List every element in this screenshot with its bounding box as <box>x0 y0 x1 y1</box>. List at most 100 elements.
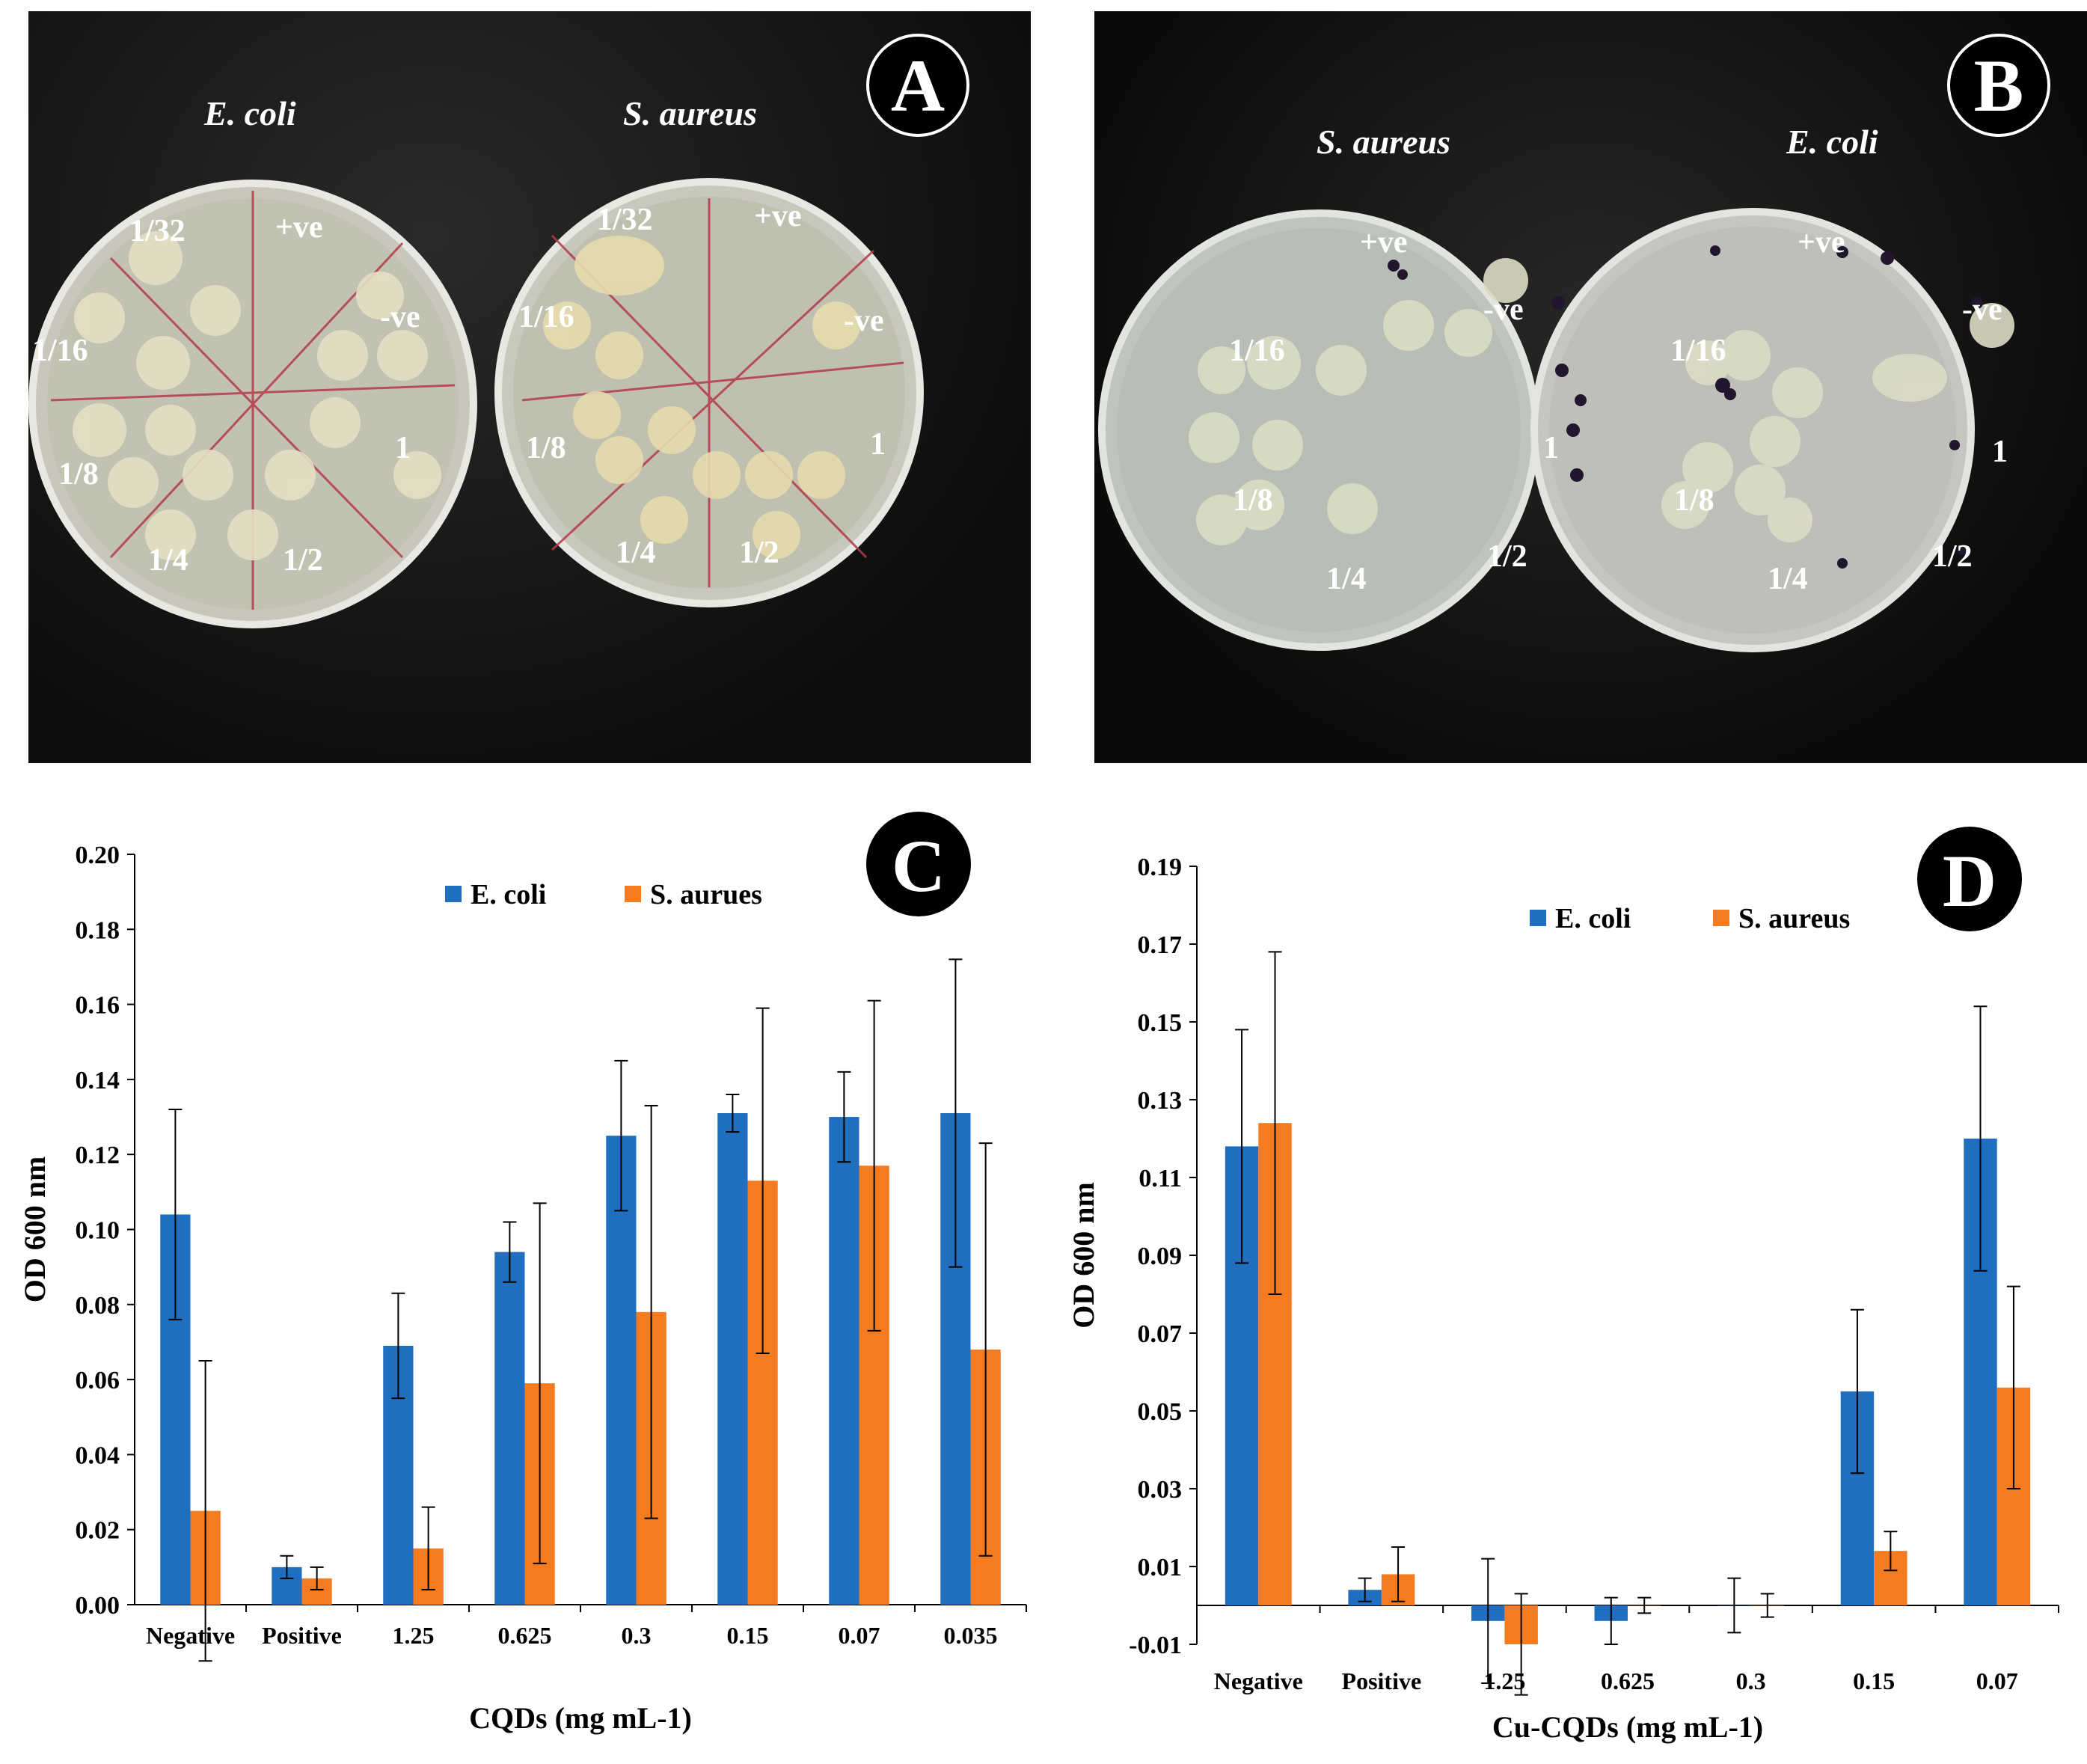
bar-ecoli <box>717 1113 748 1605</box>
agar-plate-saureus <box>494 178 924 607</box>
agar-plate-saureus <box>1098 209 1539 651</box>
chart-panel-c: 0.00 0.02 0.04 0.06 0.08 0.10 0.12 0.14 0.16 0.18… <box>0 793 1044 1760</box>
panel-badge-a: A <box>866 34 969 137</box>
bar-ecoli <box>606 1136 637 1605</box>
badge-label: A <box>890 44 946 127</box>
x-axis-title: Cu-CQDs (mg mL-1) <box>1492 1710 1763 1744</box>
dilution-label: 1/32 <box>129 214 186 248</box>
dilution-label: 1/2 <box>1932 539 1973 574</box>
panel-badge-label: C <box>892 824 946 907</box>
y-tick-label: 0.14 <box>76 1067 120 1094</box>
y-tick-label: -0.01 <box>1129 1632 1182 1659</box>
bar-chart-c: 0.00 0.02 0.04 0.06 0.08 0.10 0.12 0.14 0.16 0.18… <box>18 812 1027 1735</box>
panel-badge <box>1917 827 2022 931</box>
plate-title: S. aureus <box>1317 123 1450 161</box>
y-tick-label: 0.08 <box>76 1292 120 1320</box>
x-tick-label: 0.07 <box>839 1622 880 1649</box>
bar-ecoli <box>494 1252 525 1605</box>
positive-control-label: +ve <box>275 210 323 245</box>
badge-label: B <box>1973 44 2024 127</box>
y-tick-label: 0.11 <box>1138 1165 1182 1192</box>
y-tick-label: 0.02 <box>76 1517 120 1545</box>
y-tick-label: 0.13 <box>1138 1087 1183 1115</box>
y-tick-label: 0.15 <box>1138 1009 1183 1037</box>
negative-control-label: -ve <box>1962 293 2002 327</box>
dilution-label: 1/2 <box>739 536 779 570</box>
x-axis-title: CQDs (mg mL-1) <box>469 1701 692 1735</box>
y-tick-label: 0.04 <box>76 1442 120 1469</box>
x-tick-label: 0.625 <box>1601 1667 1655 1694</box>
photo-panel-b: B S. aureus E. coli +ve -ve 1/16 1 1/8 1… <box>1094 11 2087 763</box>
dilution-label: 1/32 <box>597 203 653 237</box>
y-axis-title: OD 600 nm <box>1067 1182 1100 1329</box>
y-tick-label: 0.20 <box>76 842 120 869</box>
legend-swatch <box>625 886 641 902</box>
x-tick-label: 1.25 <box>1483 1667 1525 1694</box>
dilution-label: 1/16 <box>1229 334 1285 368</box>
y-tick-label: 0.00 <box>76 1592 120 1620</box>
panel-badge <box>866 812 971 916</box>
negative-control-label: -ve <box>1483 293 1524 327</box>
plate-title: S. aureus <box>623 94 757 132</box>
legend-swatch <box>445 886 462 902</box>
dilution-label: 1/2 <box>283 543 323 578</box>
x-tick-label: Positive <box>1342 1667 1422 1694</box>
plates-photo-a <box>28 178 924 628</box>
y-tick-label: 0.09 <box>1138 1243 1183 1270</box>
plate-title: E. coli <box>1786 123 1878 161</box>
x-tick-label: Negative <box>1214 1667 1303 1694</box>
x-tick-label: 0.15 <box>727 1622 769 1649</box>
marker-scribbles <box>1388 245 1983 569</box>
dilution-label: 1/8 <box>58 457 99 491</box>
dilution-label: 1 <box>1992 435 2008 469</box>
dilution-label: 1/8 <box>526 431 566 465</box>
dilution-label: 1/4 <box>1768 562 1808 596</box>
y-tick-label: 0.12 <box>76 1142 120 1169</box>
positive-control-label: +ve <box>1360 225 1408 260</box>
legend-swatch <box>1530 910 1546 926</box>
y-tick-label: 0.05 <box>1138 1398 1183 1426</box>
legend-label: S. aurues <box>650 879 762 910</box>
positive-control-label: +ve <box>754 199 802 233</box>
y-tick-label: 0.19 <box>1138 854 1183 881</box>
y-tick-label: 0.17 <box>1138 931 1183 959</box>
x-tick-label: 0.07 <box>1976 1667 2018 1694</box>
plate-title: E. coli <box>204 94 296 132</box>
dilution-label: 1/4 <box>148 543 189 578</box>
dilution-label: 1/4 <box>616 536 656 570</box>
agar-plate-ecoli <box>1530 208 2014 652</box>
y-tick-label: 0.06 <box>76 1367 120 1394</box>
agar-plate-ecoli <box>28 180 477 628</box>
chart-panel-d: -0.01 0.01 0.03 0.05 0.07 0.09 0.11 0.13 0.15 0.1… <box>1062 793 2087 1760</box>
x-tick-label: Negative <box>146 1622 235 1649</box>
positive-control-label: +ve <box>1798 225 1845 260</box>
x-tick-label: 0.3 <box>1736 1667 1766 1694</box>
negative-control-label: -ve <box>844 304 884 338</box>
dilution-label: 1/8 <box>1233 483 1273 518</box>
negative-control-label: -ve <box>380 300 420 334</box>
plates-photo-b <box>1098 208 2014 652</box>
panel-badge-b: B <box>1947 34 2050 137</box>
x-tick-label: 1.25 <box>393 1622 435 1649</box>
y-tick-label: 0.03 <box>1138 1476 1183 1504</box>
x-tick-label: 0.035 <box>944 1622 998 1649</box>
x-tick-label: Positive <box>262 1622 342 1649</box>
panel-badge-label: D <box>1943 839 1996 922</box>
x-tick-label: 0.15 <box>1853 1667 1895 1694</box>
bar-chart-d: -0.01 0.01 0.03 0.05 0.07 0.09 0.11 0.13 0.15 0.1… <box>1067 827 2059 1744</box>
photo-panel-a: A E. coli S. aureus 1/32 +ve -ve 1/16 1 … <box>28 11 1031 763</box>
x-tick-label: 0.3 <box>622 1622 652 1649</box>
dilution-label: 1/8 <box>1674 483 1714 518</box>
dilution-label: 1/2 <box>1487 539 1527 574</box>
dilution-label: 1/16 <box>518 300 574 334</box>
legend-label: S. aureus <box>1738 903 1850 934</box>
x-tick-label: 0.625 <box>498 1622 552 1649</box>
legend-label: E. coli <box>471 879 546 910</box>
dilution-label: 1/16 <box>32 334 88 368</box>
legend-swatch <box>1713 910 1729 926</box>
y-tick-label: 0.01 <box>1138 1554 1183 1581</box>
dilution-label: 1 <box>870 427 886 462</box>
bar-ecoli <box>829 1117 859 1605</box>
y-tick-label: 0.07 <box>1138 1320 1183 1348</box>
legend-label: E. coli <box>1555 903 1631 934</box>
